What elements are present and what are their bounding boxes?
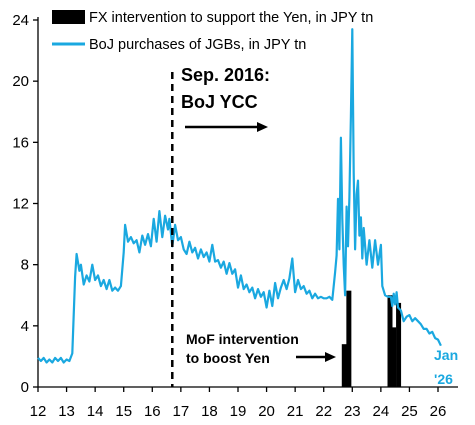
x-tick-label: 22: [315, 403, 332, 420]
end-date-line1: Jan: [434, 347, 458, 363]
legend-swatch-fx: [52, 10, 85, 24]
mof-arrow: [296, 352, 336, 362]
x-tick-label: 26: [430, 403, 447, 420]
ycc-arrow: [185, 122, 268, 132]
y-tick-label: 12: [12, 196, 29, 213]
fx-bar: [346, 290, 352, 387]
x-tick-label: 17: [173, 403, 190, 420]
ycc-annotation-title: Sep. 2016:: [181, 65, 270, 85]
x-tick-label: 20: [258, 403, 275, 420]
ycc-annotation-subtitle: BoJ YCC: [181, 92, 258, 112]
fx-bar: [391, 327, 397, 387]
x-axis-ticks: 12 13 14 15 16 17 18 19 20 21 22 23 24 25 26: [30, 387, 447, 420]
fx-bar: [387, 295, 393, 387]
x-tick-label: 13: [58, 403, 75, 420]
y-tick-label: 16: [12, 134, 29, 151]
boj-line: [37, 28, 442, 364]
x-tick-label: 18: [201, 403, 218, 420]
legend-label-fx: FX intervention to support the Yen, in J…: [89, 10, 373, 26]
fx-bar: [341, 344, 347, 387]
x-tick-label: 24: [373, 403, 390, 420]
fx-intervention-bars: [341, 290, 402, 387]
x-tick-label: 15: [115, 403, 132, 420]
y-tick-label: 4: [21, 318, 29, 335]
legend: FX intervention to support the Yen, in J…: [52, 10, 373, 53]
y-axis-ticks: 0 4 8 12 16 20 24: [12, 12, 38, 396]
y-tick-label: 0: [21, 379, 29, 396]
y-tick-label: 8: [21, 257, 29, 274]
end-date-line2: '26: [434, 371, 453, 387]
mof-annotation-line2: to boost Yen: [186, 350, 270, 366]
boj-purchases-series: [37, 28, 442, 364]
x-tick-label: 16: [144, 403, 161, 420]
x-tick-label: 14: [87, 403, 104, 420]
x-tick-label: 19: [230, 403, 247, 420]
y-tick-label: 24: [12, 12, 29, 29]
x-tick-label: 23: [344, 403, 361, 420]
x-tick-label: 25: [401, 403, 418, 420]
legend-label-boj: BoJ purchases of JGBs, in JPY tn: [89, 37, 306, 53]
fx-bar: [396, 302, 402, 387]
annotations: Sep. 2016: BoJ YCC MoF intervention to b…: [181, 65, 458, 387]
x-tick-label: 12: [30, 403, 47, 420]
x-tick-label: 21: [287, 403, 304, 420]
mof-annotation-line1: MoF intervention: [186, 331, 299, 347]
y-tick-label: 20: [12, 73, 29, 90]
